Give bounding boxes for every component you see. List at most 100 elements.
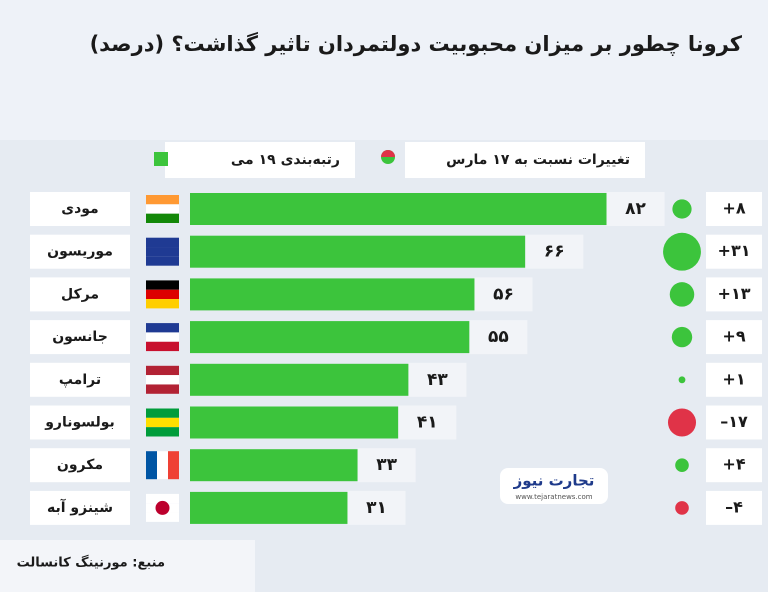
header-band — [0, 0, 768, 140]
value-box — [606, 192, 665, 226]
value-box — [469, 320, 528, 355]
flag — [146, 341, 179, 352]
name-box — [30, 192, 130, 226]
flag — [146, 365, 179, 376]
value-label: ۸۲ — [625, 199, 646, 219]
change-dot — [672, 199, 692, 219]
change-dot — [671, 326, 693, 348]
flag — [146, 427, 179, 437]
change-box — [706, 490, 762, 525]
flag — [146, 247, 179, 257]
flag — [146, 213, 179, 223]
value-box — [474, 277, 533, 312]
category-label: مودی — [61, 201, 98, 217]
change-box — [706, 405, 762, 440]
change-box — [706, 277, 762, 312]
value-label: ۳۱ — [366, 498, 387, 518]
bar — [190, 278, 475, 311]
value-box — [347, 490, 406, 525]
value-label: ۶۶ — [544, 242, 565, 262]
category-label: جانسون — [52, 329, 108, 345]
category-label: مرکل — [61, 286, 99, 302]
bar — [190, 406, 399, 439]
name-box — [30, 362, 130, 397]
legend-box — [405, 142, 645, 178]
change-dot — [667, 408, 697, 437]
flag — [146, 493, 179, 504]
category-label: بولسونارو — [44, 415, 115, 431]
name-box — [30, 405, 130, 440]
source: منبع: مورنینگ کانسالت — [17, 555, 165, 571]
name-box — [30, 277, 130, 312]
change-dot — [678, 376, 686, 384]
bar — [190, 449, 358, 482]
change-label: +۱۳ — [718, 284, 751, 303]
value-box — [357, 448, 416, 483]
flag — [146, 256, 179, 266]
bar — [190, 235, 526, 268]
flag — [146, 512, 179, 522]
legend-label: تغییرات نسبت به ۱۷ مارس — [446, 152, 630, 168]
change-dot — [669, 282, 695, 307]
flag — [146, 323, 179, 333]
logo-url: www.tejaratnews.com — [515, 493, 592, 501]
flag — [146, 451, 157, 480]
name-box — [30, 320, 130, 355]
change-label: –۴ — [725, 497, 743, 516]
flag — [146, 237, 179, 248]
chart-title: کرونا چطور بر میزان محبوبیت دولتمردان تا… — [90, 31, 743, 56]
logo-box — [500, 468, 608, 504]
value-box — [525, 234, 584, 269]
change-label: +۸ — [722, 199, 745, 218]
change-label: +۹ — [722, 327, 745, 346]
flag — [146, 299, 179, 309]
logo-name: تجارت نیوز — [513, 472, 595, 490]
value-box — [398, 405, 457, 440]
change-label: +۱ — [722, 369, 745, 388]
change-box — [706, 448, 762, 483]
category-label: ترامپ — [59, 372, 101, 388]
value-label: ۵۶ — [493, 284, 514, 304]
legend-label: رتبه‌بندی ۱۹ می — [231, 152, 340, 168]
change-dot — [675, 501, 689, 515]
flag — [146, 408, 179, 418]
flag — [146, 289, 179, 300]
flag — [146, 417, 179, 428]
flag — [146, 384, 179, 394]
name-box — [30, 490, 130, 525]
change-label: +۳۱ — [718, 241, 751, 260]
change-box — [706, 192, 762, 226]
bar — [190, 363, 409, 396]
category-label: مکرون — [57, 457, 103, 473]
category-label: شینزو آبه — [47, 498, 113, 516]
flag — [146, 204, 179, 214]
change-label: –۱۷ — [720, 412, 748, 431]
flag — [155, 500, 170, 515]
flag — [146, 332, 179, 342]
source-box — [0, 540, 255, 592]
flag — [157, 451, 168, 480]
legend-swatch — [381, 150, 395, 157]
change-dot — [663, 232, 701, 271]
bar — [190, 321, 470, 354]
flag — [146, 375, 179, 385]
legend-swatch — [154, 152, 168, 166]
name-box — [30, 448, 130, 483]
change-dot — [675, 458, 689, 473]
change-box — [706, 362, 762, 397]
bar — [190, 193, 607, 225]
value-label: ۵۵ — [488, 327, 509, 347]
value-box — [408, 362, 467, 397]
flag — [146, 195, 179, 205]
flag — [146, 280, 179, 290]
category-label: موریسون — [47, 244, 113, 260]
flag — [168, 451, 179, 480]
change-box — [706, 320, 762, 355]
legend-box — [165, 142, 355, 178]
value-label: ۴۱ — [417, 413, 438, 433]
bar — [190, 491, 348, 524]
value-label: ۴۳ — [427, 370, 448, 390]
name-box — [30, 234, 130, 269]
value-label: ۳۳ — [376, 455, 397, 475]
